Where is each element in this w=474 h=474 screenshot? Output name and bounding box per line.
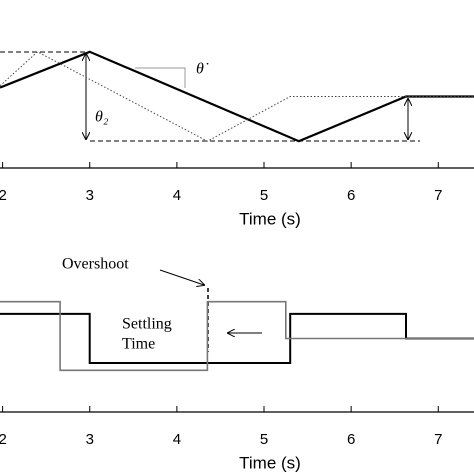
slope-triangle — [135, 67, 186, 88]
x-tick-label: 7 — [434, 187, 442, 204]
x-axis-label: Time (s) — [239, 209, 301, 228]
series-line — [0, 300, 474, 372]
x-tick-label: 5 — [260, 431, 268, 448]
x-tick-label: 3 — [86, 431, 94, 448]
x-tick-label: 3 — [86, 187, 94, 204]
annotation-arrow — [159, 269, 204, 285]
annotation: θ̇ — [196, 61, 209, 78]
annotation: Settling — [122, 316, 172, 333]
x-tick-label: 6 — [347, 431, 355, 448]
annotation: θ₂ — [95, 109, 109, 126]
x-tick-label: 5 — [260, 187, 268, 204]
x-tick-label: 4 — [173, 187, 181, 204]
series-line — [0, 50, 474, 143]
x-axis-label: Time (s) — [239, 453, 301, 472]
x-tick-label: 6 — [347, 187, 355, 204]
annotation: Time — [122, 336, 155, 353]
x-tick-label: 2 — [0, 431, 7, 448]
annotation: Overshoot — [62, 256, 129, 273]
series-line — [0, 51, 474, 142]
x-tick-label: 4 — [173, 431, 181, 448]
x-tick-label: 7 — [434, 431, 442, 448]
x-tick-label: 2 — [0, 187, 7, 204]
